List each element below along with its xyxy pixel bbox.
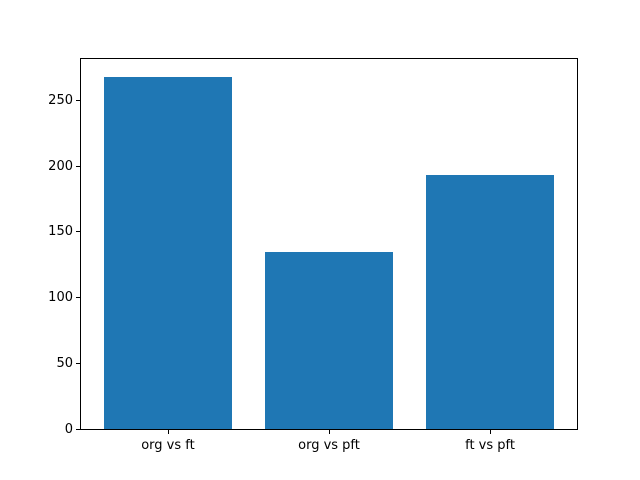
- x-tick-mark-org-vs-ft: [167, 430, 169, 434]
- x-tick-label-org-vs-ft: org vs ft: [141, 438, 195, 453]
- y-tick-label-250: 250: [48, 92, 73, 108]
- x-tick-label-ft-vs-pft: ft vs pft: [465, 438, 515, 453]
- bar-org-vs-ft: [103, 76, 233, 429]
- x-tick-mark-org-vs-pft: [329, 430, 330, 434]
- plot-area: org vs ft org vs pft ft vs pft 0 50 100 150 200…: [48, 58, 578, 453]
- y-tick-label-0: 0: [64, 421, 73, 437]
- y-tick-mark-250: [76, 99, 80, 101]
- bar-ft-vs-pft: [425, 175, 555, 429]
- bar-org-vs-pft: [264, 251, 394, 429]
- y-tick-label-50: 50: [56, 355, 73, 371]
- y-tick-label-100: 100: [48, 290, 73, 305]
- y-tick-mark-50: [76, 362, 80, 364]
- x-tick-label-org-vs-pft: org vs pft: [298, 438, 360, 453]
- x-tick-mark-ft-vs-pft: [490, 430, 492, 434]
- y-tick-label-200: 200: [48, 158, 73, 174]
- y-tick-mark-150: [76, 231, 80, 233]
- y-tick-mark-0: [76, 428, 80, 430]
- y-tick-mark-200: [76, 165, 80, 167]
- y-tick-label-150: 150: [48, 224, 73, 240]
- y-tick-mark-100: [76, 297, 80, 298]
